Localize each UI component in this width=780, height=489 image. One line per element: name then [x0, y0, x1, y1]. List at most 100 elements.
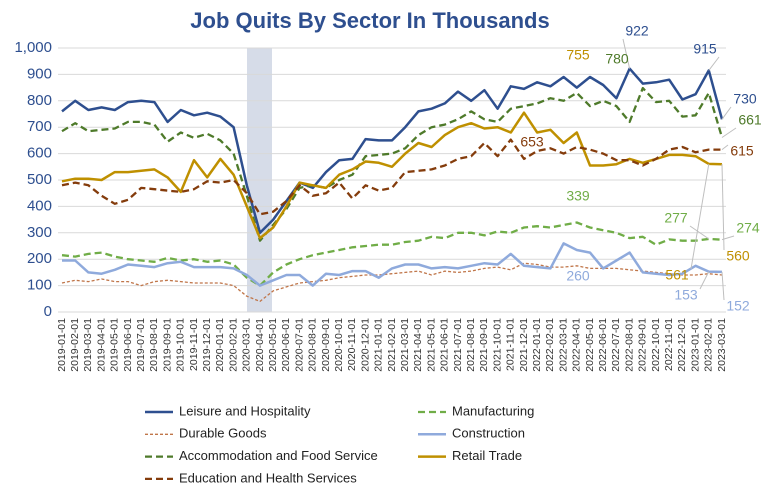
x-tick-label: 2022-06-01: [597, 318, 609, 372]
data-label: 277: [664, 210, 688, 226]
data-label: 274: [736, 220, 760, 236]
x-tick-label: 2021-06-01: [439, 318, 451, 372]
leader-line: [708, 56, 720, 71]
legend-label: Manufacturing: [452, 403, 534, 418]
x-tick-label: 2022-10-01: [650, 318, 662, 372]
x-tick-label: 2021-10-01: [491, 318, 503, 372]
x-tick-label: 2021-07-01: [452, 318, 464, 372]
y-tick-label: 600: [27, 145, 52, 162]
legend-label: Construction: [452, 426, 525, 441]
x-tick-label: 2020-03-01: [241, 318, 253, 372]
x-tick-label: 2020-12-01: [359, 318, 371, 372]
x-tick-label: 2020-10-01: [333, 318, 345, 372]
x-tick-label: 2021-03-01: [399, 318, 411, 372]
data-label: 922: [625, 23, 649, 39]
x-tick-label: 2021-01-01: [373, 318, 385, 372]
data-label: 153: [674, 287, 698, 303]
x-tick-label: 2021-12-01: [518, 318, 530, 372]
x-tick-label: 2022-01-01: [531, 318, 543, 372]
series-line: [62, 242, 723, 287]
data-label: 560: [726, 248, 750, 264]
y-tick-label: 1,000: [14, 39, 52, 56]
data-label: 661: [738, 112, 762, 128]
leader-line: [721, 271, 725, 301]
series-line: [61, 221, 723, 287]
x-tick-label: 2019-08-01: [148, 318, 160, 372]
x-tick-label: 2020-04-01: [254, 318, 266, 372]
x-tick-label: 2020-07-01: [293, 318, 305, 372]
x-tick-label: 2019-04-01: [95, 318, 107, 372]
data-label: 730: [733, 91, 757, 107]
legend-label: Accommodation and Food Service: [179, 448, 378, 463]
x-tick-label: 2021-09-01: [478, 318, 490, 372]
x-tick-label: 2022-11-01: [663, 318, 675, 371]
x-tick-label: 2022-07-01: [610, 318, 622, 372]
x-tick-label: 2022-04-01: [571, 318, 583, 372]
x-tick-label: 2019-11-01: [188, 318, 200, 371]
x-tick-label: 2020-11-01: [346, 318, 358, 371]
y-tick-label: 700: [27, 118, 52, 135]
data-label: 755: [566, 47, 590, 63]
x-tick-label: 2020-09-01: [320, 318, 332, 372]
x-tick-label: 2023-02-01: [703, 318, 715, 372]
data-label: 915: [693, 41, 717, 57]
x-tick-label: 2022-08-01: [623, 318, 635, 372]
series-line: [61, 111, 723, 240]
data-label: 152: [726, 298, 750, 314]
x-tick-label: 2019-12-01: [201, 318, 213, 372]
series-line: [61, 262, 723, 303]
y-tick-label: 400: [27, 197, 52, 214]
leader-line: [721, 106, 732, 120]
y-tick-label: 300: [27, 224, 52, 241]
x-tick-label: 2020-01-01: [214, 318, 226, 372]
legend-label: Education and Health Services: [179, 470, 357, 485]
x-tick-label: 2022-12-01: [676, 318, 688, 372]
leader-line: [721, 127, 737, 138]
data-label: 561: [665, 267, 689, 283]
data-label: 615: [730, 143, 754, 159]
leader-line: [721, 164, 725, 251]
leader-line: [721, 144, 729, 151]
x-tick-label: 2023-01-01: [689, 318, 701, 372]
y-tick-label: 900: [27, 65, 52, 82]
x-tick-label: 2022-02-01: [544, 318, 556, 372]
y-tick-label: 500: [27, 171, 52, 188]
x-tick-label: 2020-06-01: [280, 318, 292, 372]
x-tick-label: 2021-05-01: [425, 318, 437, 372]
legend-label: Leisure and Hospitality: [179, 403, 311, 418]
chart-title: Job Quits By Sector In Thousands: [190, 8, 549, 33]
leader-line: [622, 38, 631, 69]
x-tick-label: 2021-02-01: [386, 318, 398, 372]
series-line: [61, 138, 722, 216]
x-tick-label: 2022-09-01: [637, 318, 649, 372]
x-tick-label: 2021-08-01: [465, 318, 477, 372]
leader-line: [689, 225, 710, 240]
legend-label: Retail Trade: [452, 448, 522, 463]
series-line: [61, 67, 724, 235]
x-tick-label: 2022-03-01: [557, 318, 569, 372]
x-tick-label: 2019-01-01: [56, 318, 68, 372]
x-tick-label: 2019-09-01: [161, 318, 173, 372]
x-tick-label: 2020-05-01: [267, 318, 279, 372]
data-label: 653: [520, 134, 544, 150]
x-tick-label: 2019-07-01: [135, 318, 147, 372]
data-label: 260: [566, 268, 590, 284]
legend-label: Durable Goods: [179, 426, 267, 441]
x-tick-label: 2019-03-01: [82, 318, 94, 372]
x-tick-label: 2020-08-01: [307, 318, 319, 372]
leader-line: [699, 271, 710, 290]
x-tick-label: 2021-04-01: [412, 318, 424, 372]
x-tick-label: 2021-11-01: [505, 318, 517, 371]
x-tick-label: 2023-03-01: [716, 318, 728, 372]
leader-line: [690, 163, 710, 270]
y-tick-label: 200: [27, 250, 52, 267]
x-tick-label: 2019-02-01: [69, 318, 81, 372]
y-tick-label: 800: [27, 92, 52, 109]
x-tick-label: 2020-02-01: [227, 318, 239, 372]
x-tick-label: 2019-06-01: [122, 318, 134, 372]
y-tick-label: 100: [27, 277, 52, 294]
series-line: [61, 86, 724, 242]
data-label: 339: [566, 188, 590, 204]
y-tick-label: 0: [44, 303, 52, 320]
